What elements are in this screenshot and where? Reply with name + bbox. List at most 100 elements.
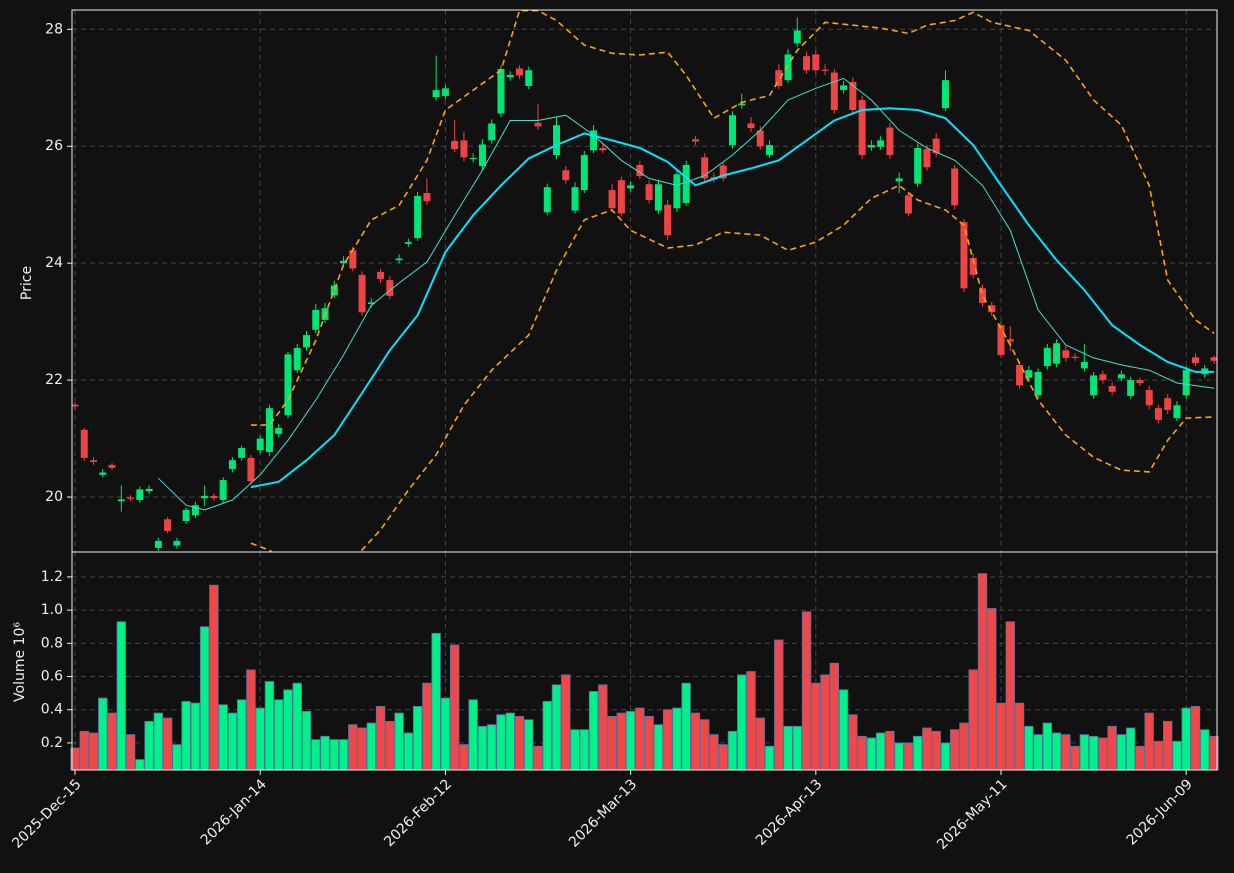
y-axis-label: Volume 10⁶ — [12, 622, 28, 702]
volume-bar — [811, 682, 821, 771]
candle-body — [886, 127, 894, 156]
candle-body — [988, 305, 996, 313]
candle-body — [941, 80, 949, 109]
volume-bar — [514, 715, 525, 771]
volume-bar — [922, 727, 932, 771]
candle-body — [201, 495, 209, 499]
volume-bar — [236, 699, 247, 771]
candle-body — [1108, 385, 1116, 392]
volume-bar — [764, 745, 775, 771]
y-axis-label: Price — [19, 266, 35, 300]
y-tick-label: 22 — [45, 372, 63, 388]
volume-bar — [1079, 734, 1090, 771]
volume-bar — [737, 674, 747, 771]
price-plot — [72, 10, 1217, 552]
y-tick-label: 0.6 — [41, 669, 63, 685]
volume-bar — [135, 759, 145, 771]
candle-body — [515, 68, 523, 76]
volume-bar — [783, 725, 793, 771]
volume-bar — [968, 669, 978, 771]
candle-body — [1191, 357, 1199, 364]
candle-body — [1136, 380, 1144, 384]
y-tick-label: 0.2 — [41, 735, 63, 751]
candle-body — [164, 519, 172, 531]
volume-bar — [524, 719, 534, 771]
volume-bar — [199, 626, 210, 771]
candle-body — [1006, 339, 1014, 342]
candle-body — [812, 54, 820, 71]
volume-bar — [1051, 732, 1062, 771]
candle-body — [849, 81, 857, 110]
candle-body — [580, 155, 588, 191]
volume-bar — [320, 735, 330, 771]
candle-body — [766, 145, 774, 156]
candle-body — [793, 30, 801, 44]
candle-body — [858, 100, 866, 156]
volume-bar — [505, 712, 515, 771]
volume-bar — [996, 702, 1006, 771]
volume-bar — [616, 712, 627, 771]
volume-bar — [959, 722, 969, 771]
candle-body — [265, 408, 273, 453]
candle-body — [238, 447, 246, 458]
candle-body — [478, 144, 486, 167]
volume-bar — [1190, 706, 1201, 771]
volume-bar — [875, 732, 886, 771]
candle-body — [377, 271, 385, 279]
candle-body — [738, 103, 746, 106]
volume-bar — [1088, 735, 1099, 771]
candle-body — [451, 140, 459, 150]
candle-body — [432, 90, 440, 98]
candle-body — [284, 354, 292, 416]
candle-body — [395, 258, 403, 261]
candle-body — [358, 274, 366, 313]
y-tick-label: 0.8 — [41, 635, 63, 651]
candle-body — [1016, 364, 1024, 386]
volume-bar — [1135, 745, 1145, 771]
candle-body — [830, 72, 838, 110]
volume-bar — [209, 584, 219, 771]
volume-bar — [338, 739, 349, 771]
volume-bar — [533, 745, 543, 771]
volume-bar — [801, 611, 812, 771]
candle-body — [877, 140, 885, 147]
candle-body — [1025, 370, 1033, 378]
volume-bar — [394, 712, 404, 771]
candle-body — [775, 70, 783, 87]
candle-body — [1071, 356, 1079, 358]
candle-body — [340, 260, 348, 264]
candle-body — [923, 149, 931, 168]
volume-bar — [468, 699, 478, 771]
candle-body — [1210, 357, 1217, 361]
volume-bar — [255, 707, 265, 771]
volume-bar — [542, 701, 552, 771]
volume-bar — [1033, 734, 1043, 771]
candle-body — [1154, 408, 1162, 420]
volume-bar — [366, 722, 377, 771]
candle-body — [1164, 398, 1172, 410]
volume-bar — [246, 669, 256, 771]
volume-bar — [894, 742, 904, 771]
volume-bar — [1014, 702, 1025, 771]
volume-bar — [181, 701, 191, 771]
candle-body — [553, 125, 561, 156]
volume-bar — [699, 719, 710, 771]
volume-bar — [709, 734, 719, 771]
volume-bar — [459, 744, 469, 771]
candle-body — [664, 204, 672, 236]
volume-bar — [662, 709, 673, 771]
volume-bar — [672, 707, 682, 771]
y-tick-label: 26 — [45, 138, 63, 154]
candle-body — [571, 187, 579, 211]
candle-body — [441, 88, 449, 96]
candle-body — [404, 242, 412, 244]
candle-body — [72, 404, 79, 407]
volume-bar — [681, 682, 691, 771]
volume-bar — [172, 744, 182, 771]
candle-body — [673, 174, 681, 209]
candle-body — [951, 168, 959, 206]
candle-body — [219, 480, 227, 500]
volume-bar — [440, 697, 451, 771]
candle-body — [756, 130, 764, 147]
